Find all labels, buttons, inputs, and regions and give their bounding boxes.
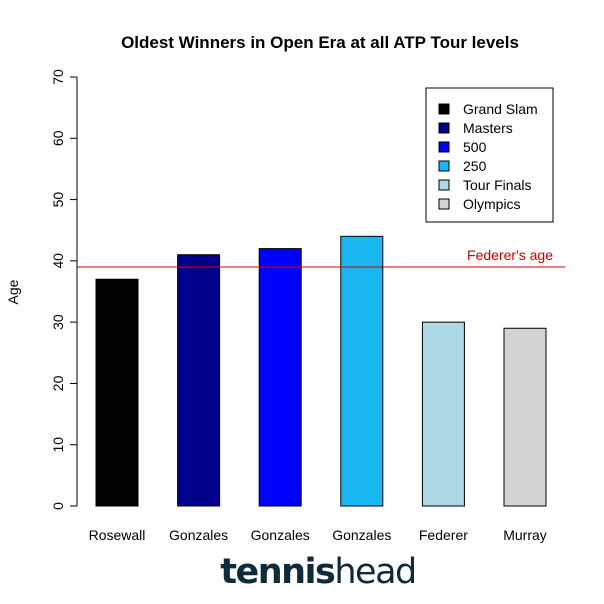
x-tick-labels: Rosewall Gonzales Gonzales Gonzales Federer M… [89,527,547,543]
x-tick-label: Murray [503,527,547,543]
y-tick-label: 70 [50,69,66,85]
bar-1 [177,254,221,507]
legend-label: Tour Finals [463,177,531,193]
y-axis-label: Age [5,279,21,304]
reference-line-group: Federer's age [77,247,565,268]
legend-swatch [438,179,450,191]
y-axis: 0 10 20 30 40 50 60 70 [50,69,78,510]
tennishead-logo: tennishead [0,552,604,592]
legend-label: 250 [463,158,487,174]
x-tick-label: Gonzales [169,527,228,543]
y-tick-label: 0 [50,502,66,510]
legend-swatch [438,198,450,210]
bar-0 [95,278,139,507]
bar-5 [503,327,547,507]
legend: Grand Slam Masters 500 250 Tour Finals Olympi… [425,87,554,223]
logo-part-tennis: tennis [220,552,336,592]
legend-label: Masters [463,120,513,136]
x-tick-label: Gonzales [332,527,391,543]
x-tick-label: Rosewall [89,527,146,543]
legend-label: Olympics [463,196,521,212]
chart-title: Oldest Winners in Open Era at all ATP To… [121,33,519,52]
reference-line-label: Federer's age [467,247,553,263]
legend-swatch [438,141,450,153]
bar-4 [421,321,465,507]
logo-part-head: head [334,552,417,592]
legend-label: Grand Slam [463,101,538,117]
bar-3 [340,235,384,507]
y-tick-label: 20 [50,375,66,391]
bars [95,235,547,507]
legend-label: 500 [463,139,487,155]
y-tick-label: 50 [50,192,66,208]
y-tick-label: 10 [50,437,66,453]
y-tick-label: 60 [50,130,66,146]
x-tick-label: Federer [419,527,468,543]
legend-swatch [438,122,450,134]
bar-2 [258,248,302,507]
legend-swatch [438,103,450,115]
x-tick-label: Gonzales [251,527,310,543]
y-tick-label: 30 [50,314,66,330]
y-tick-label: 40 [50,253,66,269]
legend-swatch [438,160,450,172]
